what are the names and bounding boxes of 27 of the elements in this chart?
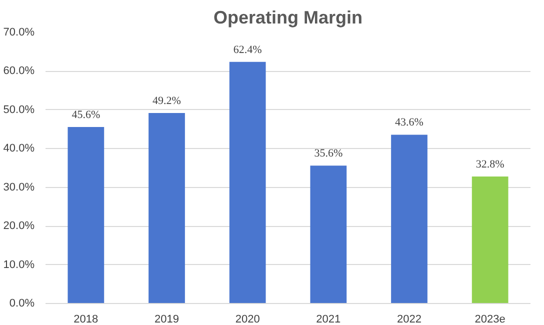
y-tick-label: 20.0% bbox=[3, 220, 35, 232]
bar bbox=[148, 113, 185, 304]
bar bbox=[229, 62, 266, 304]
y-tick-label: 0.0% bbox=[9, 298, 35, 310]
y-tick-label: 10.0% bbox=[3, 258, 35, 271]
data-label: 45.6% bbox=[72, 108, 100, 121]
data-label: 35.6% bbox=[314, 148, 343, 160]
data-label: 32.8% bbox=[476, 158, 504, 171]
x-tick-label: 2018 bbox=[74, 314, 98, 325]
x-tick-label: 2022 bbox=[397, 314, 422, 325]
bar bbox=[310, 166, 347, 304]
x-tick-label: 2023e bbox=[474, 314, 506, 325]
data-label: 62.4% bbox=[233, 44, 262, 56]
y-tick-label: 50.0% bbox=[3, 104, 35, 116]
y-tick-label: 70.0% bbox=[3, 26, 35, 38]
y-tick-label: 30.0% bbox=[3, 181, 35, 194]
x-tick-label: 2021 bbox=[316, 314, 341, 325]
x-tick-label: 2020 bbox=[235, 314, 260, 325]
x-tick-label: 2019 bbox=[154, 314, 179, 325]
chart-title: Operating Margin bbox=[213, 8, 363, 28]
data-label: 49.2% bbox=[152, 95, 181, 108]
bar bbox=[472, 176, 508, 304]
y-tick-label: 60.0% bbox=[3, 65, 35, 78]
data-label: 43.6% bbox=[395, 116, 424, 129]
bar bbox=[68, 126, 104, 304]
bar bbox=[391, 134, 428, 304]
y-tick-label: 40.0% bbox=[3, 142, 35, 155]
